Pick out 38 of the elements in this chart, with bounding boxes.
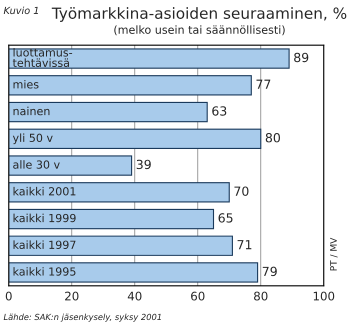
- y-tick-label: luottamus- tehtävissä: [12, 48, 72, 67]
- x-tick-label: 80: [254, 292, 268, 301]
- y-tick-label: yli 50 v: [12, 133, 53, 144]
- x-tick-label: 40: [128, 292, 142, 301]
- bar: [8, 262, 258, 283]
- y-tick-label: kaikki 2001: [14, 186, 76, 196]
- text: Kuvio 1: [4, 6, 38, 14]
- data-label: 79: [262, 266, 277, 276]
- data-label: 71: [238, 240, 252, 250]
- data-label: 77: [256, 80, 270, 89]
- y-tick-label: kaikki 1997: [14, 240, 76, 249]
- bar: [8, 128, 262, 149]
- x-tick-label: 20: [65, 292, 78, 301]
- bar: [8, 75, 252, 96]
- x-tick-label: 100: [314, 292, 334, 301]
- y-tick-label: nainen: [14, 106, 50, 116]
- bar: [8, 102, 208, 122]
- y-tick-label: kaikki 1999: [14, 214, 76, 222]
- bar: [8, 236, 233, 256]
- x-tick-label: 60: [191, 292, 204, 301]
- text: PT / MV: [330, 238, 338, 270]
- x-tick-label: 0: [6, 292, 12, 301]
- data-label: 89: [294, 52, 308, 62]
- bar: [8, 182, 230, 202]
- data-label: 63: [212, 106, 226, 116]
- chart-subtitle: (melko usein tai säännöllisesti): [114, 25, 285, 36]
- chart-title: Työmarkkina-asioiden seuraaminen, %: [52, 7, 346, 22]
- data-label: 65: [218, 213, 232, 223]
- bar: [8, 48, 290, 69]
- bar: [8, 208, 214, 230]
- data-label: 70: [234, 186, 248, 196]
- y-tick-label: mies: [14, 80, 39, 89]
- y-tick-label: alle 30 v: [13, 160, 60, 169]
- data-label: 39: [136, 160, 151, 170]
- bar: [8, 155, 132, 176]
- y-tick-label: kaikki 1995: [14, 267, 76, 276]
- text: Lähde: SAK:n jäsenkysely, syksy 2001: [4, 314, 161, 322]
- data-label: 80: [266, 132, 280, 142]
